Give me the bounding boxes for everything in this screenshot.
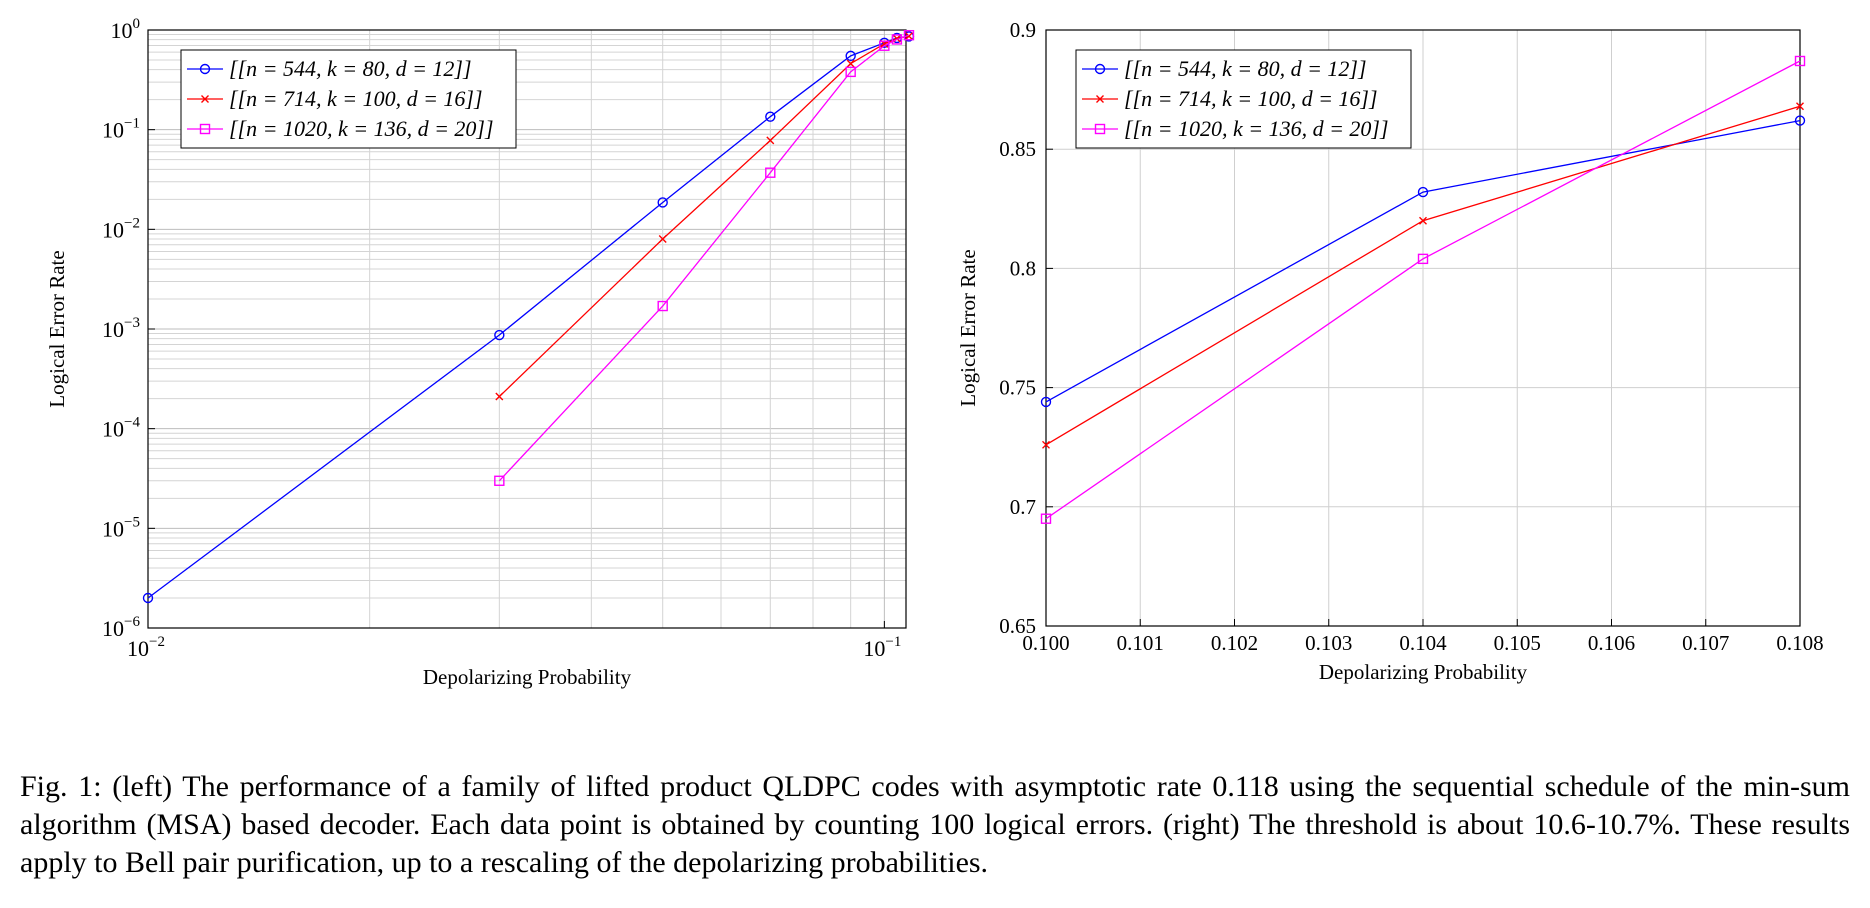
legend-box — [180, 49, 517, 149]
figure-caption: Fig. 1: (left) The performance of a fami… — [20, 770, 1850, 879]
x-tick-label: 0.100 — [1022, 631, 1069, 655]
data-point-series-1 — [846, 59, 855, 68]
right-chart: 0.100 0.101 0.102 0.103 0.104 0.105 0.106 0.107… — [956, 18, 1824, 684]
legend-entry: [[n = 714, k = 100, d = 16]] — [229, 86, 483, 111]
data-point-series-2 — [903, 29, 915, 41]
x-tick-label: 0.103 — [1305, 631, 1352, 655]
legend-marker — [1096, 95, 1104, 103]
series-line-2 — [498, 34, 910, 482]
legend-marker — [201, 95, 209, 103]
data-point-series-2 — [1417, 253, 1429, 265]
data-point-series-0 — [845, 50, 856, 62]
grid — [147, 30, 906, 629]
x-axis-label: Depolarizing Probability — [1319, 660, 1528, 684]
y-tick-label: 10−4 — [102, 415, 140, 442]
data-point-series-2 — [1040, 513, 1052, 524]
data-point-series-0 — [494, 329, 505, 341]
data-point-series-0 — [1794, 115, 1806, 126]
legend-marker — [199, 123, 211, 135]
data-point-series-0 — [657, 197, 668, 208]
series-line-2 — [1045, 60, 1801, 520]
x-axis-label: Depolarizing Probability — [423, 665, 632, 689]
x-tick-label: 0.106 — [1588, 631, 1635, 655]
x-tick-label: 10−2 — [127, 634, 165, 661]
data-point-series-1 — [1042, 440, 1050, 449]
data-point-series-0 — [1417, 186, 1429, 198]
x-tick-label: 0.102 — [1211, 631, 1258, 655]
y-tick-label: 0.85 — [999, 137, 1036, 161]
x-tick-label: 0.107 — [1682, 631, 1729, 655]
legend-marker — [1094, 63, 1106, 75]
data-point-series-2 — [879, 40, 890, 51]
x-tick-label: 0.108 — [1776, 631, 1823, 655]
data-point-series-1 — [1796, 102, 1804, 111]
x-tick-label: 10−1 — [863, 634, 901, 661]
data-point-series-1 — [658, 234, 667, 243]
data-point-series-2 — [1794, 55, 1806, 67]
y-tick-label: 0.65 — [999, 614, 1036, 638]
legend-entry: [[n = 544, k = 80, d = 12]] — [229, 56, 472, 81]
legend-entry: [[n = 544, k = 80, d = 12]] — [1124, 56, 1367, 81]
y-tick-label: 10−2 — [102, 215, 140, 242]
data-point-series-2 — [494, 475, 505, 486]
data-point-series-2 — [845, 66, 856, 78]
data-point-series-0 — [142, 592, 154, 604]
data-point-series-0 — [1040, 396, 1052, 408]
data-point-series-2 — [765, 167, 776, 178]
y-axis-label: Logical Error Rate — [45, 250, 69, 407]
series-line-1 — [498, 35, 910, 398]
legend-entry: [[n = 1020, k = 136, d = 20]] — [1124, 116, 1389, 141]
y-axis-label: Logical Error Rate — [956, 249, 980, 406]
legend-entry: [[n = 1020, k = 136, d = 20]] — [229, 116, 494, 141]
y-tick-label: 0.8 — [1010, 256, 1036, 280]
x-tick-label: 0.105 — [1494, 631, 1541, 655]
legend-marker — [199, 63, 211, 75]
x-tick-label: 0.101 — [1117, 631, 1164, 655]
y-tick-label: 10−1 — [102, 116, 140, 143]
x-tick-label: 0.104 — [1399, 631, 1447, 655]
y-tick-label: 0.7 — [1010, 495, 1036, 519]
legend-marker — [1094, 123, 1106, 135]
data-point-series-0 — [765, 111, 776, 122]
y-tick-label: 10−5 — [102, 514, 140, 541]
legend-box — [1075, 49, 1412, 149]
y-tick-label: 100 — [111, 16, 141, 43]
data-point-series-1 — [1419, 216, 1427, 225]
data-point-series-1 — [904, 32, 913, 41]
data-point-series-2 — [657, 300, 668, 312]
legend-entry: [[n = 714, k = 100, d = 16]] — [1124, 86, 1378, 111]
data-point-series-1 — [766, 136, 775, 145]
data-point-series-1 — [495, 392, 504, 401]
y-tick-label: 0.9 — [1010, 18, 1036, 42]
data-point-series-2 — [891, 34, 903, 45]
y-tick-label: 0.75 — [999, 376, 1036, 400]
y-tick-label: 10−3 — [102, 315, 140, 342]
y-tick-label: 10−6 — [102, 614, 140, 641]
